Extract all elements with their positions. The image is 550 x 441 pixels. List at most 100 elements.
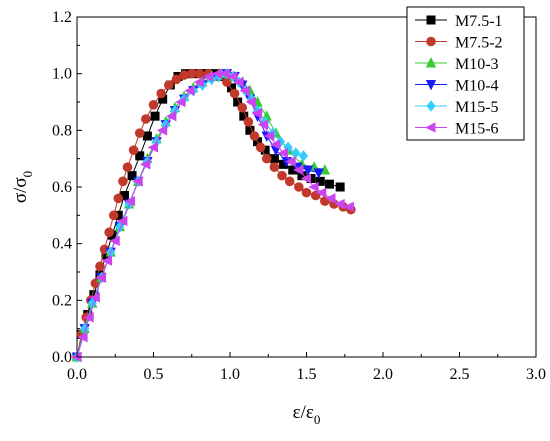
data-point: [237, 102, 248, 113]
y-tick-label: 1.0: [52, 66, 72, 83]
data-point: [301, 187, 312, 198]
legend-item-m15-6: M15-6: [415, 121, 499, 138]
y-tick-label: 0.2: [52, 292, 72, 309]
data-point: [300, 173, 312, 184]
x-tick-label: 2.5: [450, 366, 470, 383]
x-tick-label: 1.0: [220, 366, 240, 383]
legend-item-m7-5-2: M7.5-2: [415, 35, 503, 52]
data-point: [315, 187, 327, 198]
data-point: [285, 156, 296, 167]
data-point: [255, 142, 266, 153]
legend-marker: [425, 57, 437, 68]
data-point: [156, 125, 168, 136]
data-point: [257, 119, 269, 130]
data-point: [227, 71, 238, 82]
data-point: [95, 261, 105, 272]
data-point: [263, 130, 275, 142]
y-tick-label: 0.4: [52, 236, 72, 253]
data-point: [89, 292, 100, 303]
data-point: [294, 182, 304, 192]
data-point: [335, 182, 345, 192]
legend-item-m10-4: M10-4: [415, 78, 499, 95]
data-point: [343, 201, 354, 213]
data-point: [315, 176, 325, 186]
y-tick-label: 0.8: [52, 122, 72, 139]
legend-marker: [426, 100, 436, 112]
legend-marker: [425, 122, 436, 133]
data-point: [175, 96, 186, 108]
x-tick-label: 2.0: [373, 366, 393, 383]
data-point: [261, 153, 272, 164]
x-tick-label: 0.5: [144, 366, 164, 383]
legend-item-m7-5-1: M7.5-1: [415, 13, 503, 30]
data-point: [325, 193, 336, 204]
y-tick-label: 0.0: [52, 349, 72, 366]
data-point: [115, 220, 125, 233]
data-point: [147, 142, 158, 153]
data-point: [308, 181, 319, 193]
data-point: [171, 74, 182, 85]
data-point: [164, 80, 174, 90]
data-point: [233, 76, 244, 88]
data-point: [124, 195, 136, 207]
x-tick-label: 3.0: [526, 366, 546, 383]
data-point: [193, 76, 204, 88]
data-point: [83, 312, 94, 323]
data-point: [324, 179, 334, 189]
data-point: [291, 147, 301, 159]
data-point: [134, 128, 145, 138]
data-point: [277, 147, 289, 159]
data-point: [118, 176, 128, 187]
legend-label: M10-3: [455, 56, 499, 73]
data-point: [270, 139, 281, 150]
series-m7-5-2: [72, 68, 356, 362]
data-point: [251, 108, 263, 119]
data-point: [202, 71, 214, 82]
legend-item-m10-3: M10-3: [415, 56, 499, 73]
y-tick-label: 1.2: [52, 9, 72, 26]
data-point: [233, 97, 243, 107]
data-point: [148, 100, 159, 110]
legend-marker: [426, 15, 436, 25]
series-m15-6: [71, 68, 354, 363]
data-point: [298, 150, 309, 162]
data-point: [117, 215, 128, 227]
data-point: [284, 176, 295, 187]
data-point: [229, 88, 240, 99]
legend-marker: [425, 80, 437, 91]
data-point: [165, 110, 177, 122]
data-point: [150, 111, 160, 121]
data-point: [243, 117, 254, 127]
legend-label: M15-5: [455, 99, 499, 116]
data-point: [128, 145, 139, 155]
data-point: [184, 85, 195, 96]
x-axis-label: ε/ε0: [293, 402, 321, 427]
legend-label: M10-4: [455, 78, 499, 95]
legend-item-m15-5: M15-5: [415, 99, 499, 116]
y-tick-label: 0.6: [52, 179, 72, 196]
data-point: [292, 164, 304, 176]
legend: M7.5-1 M7.5-2 M10-3 M10-4 M15-5 M15-6: [406, 6, 525, 141]
data-point: [104, 227, 114, 238]
data-point: [101, 255, 113, 266]
data-point: [113, 193, 124, 204]
data-point: [108, 210, 119, 221]
data-point: [135, 151, 145, 161]
data-point: [77, 331, 88, 343]
data-point: [132, 176, 143, 187]
data-point: [334, 198, 345, 210]
data-point: [313, 168, 324, 179]
legend-marker: [426, 36, 436, 47]
series-m15-5: [72, 67, 309, 363]
data-point: [139, 159, 151, 170]
data-point: [219, 68, 230, 79]
data-point: [122, 162, 133, 172]
data-point: [156, 88, 166, 99]
legend-label: M7.5-1: [455, 13, 503, 30]
data-point: [249, 131, 260, 141]
data-point: [302, 165, 314, 176]
data-point: [95, 272, 106, 283]
data-point: [239, 85, 250, 96]
data-point: [277, 170, 287, 181]
